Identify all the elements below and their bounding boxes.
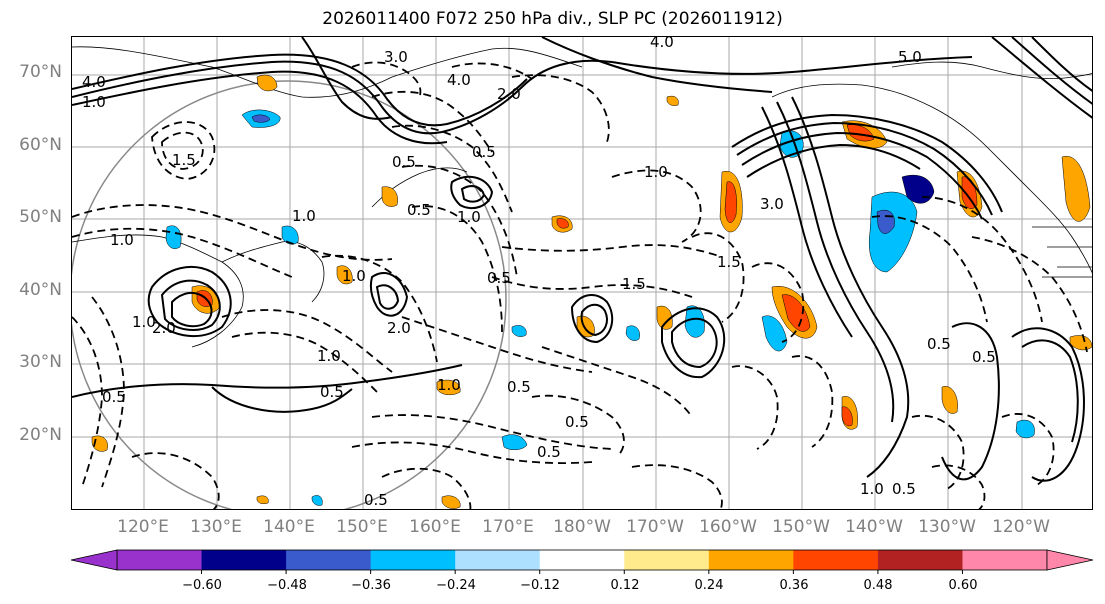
- colorbar-extend-high: [1046, 549, 1094, 571]
- contour-label: 0.5: [472, 143, 496, 161]
- map-panel: 4.0 4.0 5.0 3.0 4.0 1.0 2.0 1.5 0.5 0.5 …: [71, 36, 1093, 510]
- colorbar-segment: [455, 550, 541, 570]
- colorbar-tick-label: −0.36: [351, 578, 391, 593]
- colorbar-tick-label: 0.36: [779, 578, 809, 593]
- contour-label: 0.5: [927, 335, 951, 353]
- contour-label: 0.5: [537, 443, 561, 461]
- colorbar-tick-label: 0.24: [694, 578, 724, 593]
- contour-label: 4.0: [650, 37, 674, 51]
- lon-label: 130°E: [190, 517, 242, 537]
- contour-label: 0.5: [392, 153, 416, 171]
- contour-label: 1.0: [860, 480, 884, 498]
- coastlines: [72, 46, 1092, 348]
- contour-label: 1.0: [644, 163, 668, 181]
- lon-label: 130°W: [918, 517, 976, 537]
- contour-label: 1.0: [317, 347, 341, 365]
- contour-label: 2.0: [387, 319, 411, 337]
- lon-gridlines: [143, 37, 1023, 509]
- contour-label: 1.0: [292, 207, 316, 225]
- colorbar-segment: [962, 550, 1048, 570]
- contour-label: 0.5: [320, 383, 344, 401]
- lon-label: 150°W: [772, 517, 830, 537]
- contour-label: 0.5: [407, 201, 431, 219]
- lat-label-40n: 40°N: [19, 280, 62, 300]
- map-canvas: 4.0 4.0 5.0 3.0 4.0 1.0 2.0 1.5 0.5 0.5 …: [72, 37, 1092, 509]
- colorbar-extend-low: [70, 549, 118, 571]
- contour-label: 2.0: [152, 319, 176, 337]
- lat-label-30n: 30°N: [19, 352, 62, 372]
- lon-label: 160°E: [409, 517, 461, 537]
- colorbar-tick-label: −0.60: [182, 578, 222, 593]
- lon-label: 180°W: [553, 517, 611, 537]
- lat-label-50n: 50°N: [19, 207, 62, 227]
- contour-label: 0.5: [507, 378, 531, 396]
- solid-contours: [72, 37, 1092, 482]
- contour-label: 1.5: [172, 151, 196, 169]
- contour-label: 0.5: [102, 388, 126, 406]
- colorbar-segment: [793, 550, 879, 570]
- colorbar-tick-label: 0.48: [863, 578, 893, 593]
- colorbar-segment: [708, 550, 794, 570]
- contour-label: 1.0: [82, 93, 106, 111]
- colorbar-tick-label: −0.24: [436, 578, 476, 593]
- contour-label: 1.0: [457, 208, 481, 226]
- lat-label-70n: 70°N: [19, 62, 62, 82]
- contour-label: 1.5: [622, 275, 646, 293]
- lon-label: 150°E: [336, 517, 388, 537]
- colorbar-segment: [624, 550, 710, 570]
- colorbar-segment: [539, 550, 625, 570]
- contour-label: 0.5: [364, 491, 388, 509]
- colorbar-segment: [286, 550, 372, 570]
- contour-label: 3.0: [384, 48, 408, 66]
- lon-label: 170°W: [626, 517, 684, 537]
- contour-label: 4.0: [447, 71, 471, 89]
- map-title: 2026011400 F072 250 hPa div., SLP PC (20…: [322, 9, 783, 29]
- lat-label-60n: 60°N: [19, 135, 62, 155]
- contour-labels: 4.0 4.0 5.0 3.0 4.0 1.0 2.0 1.5 0.5 0.5 …: [82, 37, 996, 509]
- colorbar-segment: [877, 550, 963, 570]
- lon-label: 160°W: [699, 517, 757, 537]
- contour-label: 1.0: [132, 313, 156, 331]
- lon-label: 120°E: [117, 517, 169, 537]
- dashed-contours: [72, 61, 1088, 509]
- contour-label: 3.0: [760, 195, 784, 213]
- contour-label: 0.5: [487, 269, 511, 287]
- contour-label: 1.5: [717, 253, 741, 271]
- colorbar-tick-label: 0.60: [948, 578, 978, 593]
- contour-label: 4.0: [82, 73, 106, 91]
- colorbar-segment: [201, 550, 287, 570]
- colorbar-segment: [370, 550, 456, 570]
- contour-label: 0.5: [892, 480, 916, 498]
- lon-label: 140°E: [263, 517, 315, 537]
- lon-label: 140°W: [845, 517, 903, 537]
- colorbar-tick-label: −0.12: [520, 578, 560, 593]
- lat-label-20n: 20°N: [19, 425, 62, 445]
- colorbar-border: [116, 549, 1048, 571]
- lon-label: 170°E: [482, 517, 534, 537]
- contour-label: 1.0: [110, 231, 134, 249]
- range-circle: [72, 80, 507, 509]
- contour-label: 1.0: [437, 376, 461, 394]
- lon-label: 120°W: [992, 517, 1050, 537]
- colorbar-tick-label: 0.12: [610, 578, 640, 593]
- colorbar-segment: [117, 550, 203, 570]
- contour-label: 1.0: [342, 267, 366, 285]
- contour-label: 2.0: [497, 85, 521, 103]
- contour-label: 5.0: [898, 48, 922, 66]
- contour-label: 0.5: [972, 348, 996, 366]
- colorbar-tick-label: −0.48: [267, 578, 307, 593]
- contour-label: 0.5: [565, 413, 589, 431]
